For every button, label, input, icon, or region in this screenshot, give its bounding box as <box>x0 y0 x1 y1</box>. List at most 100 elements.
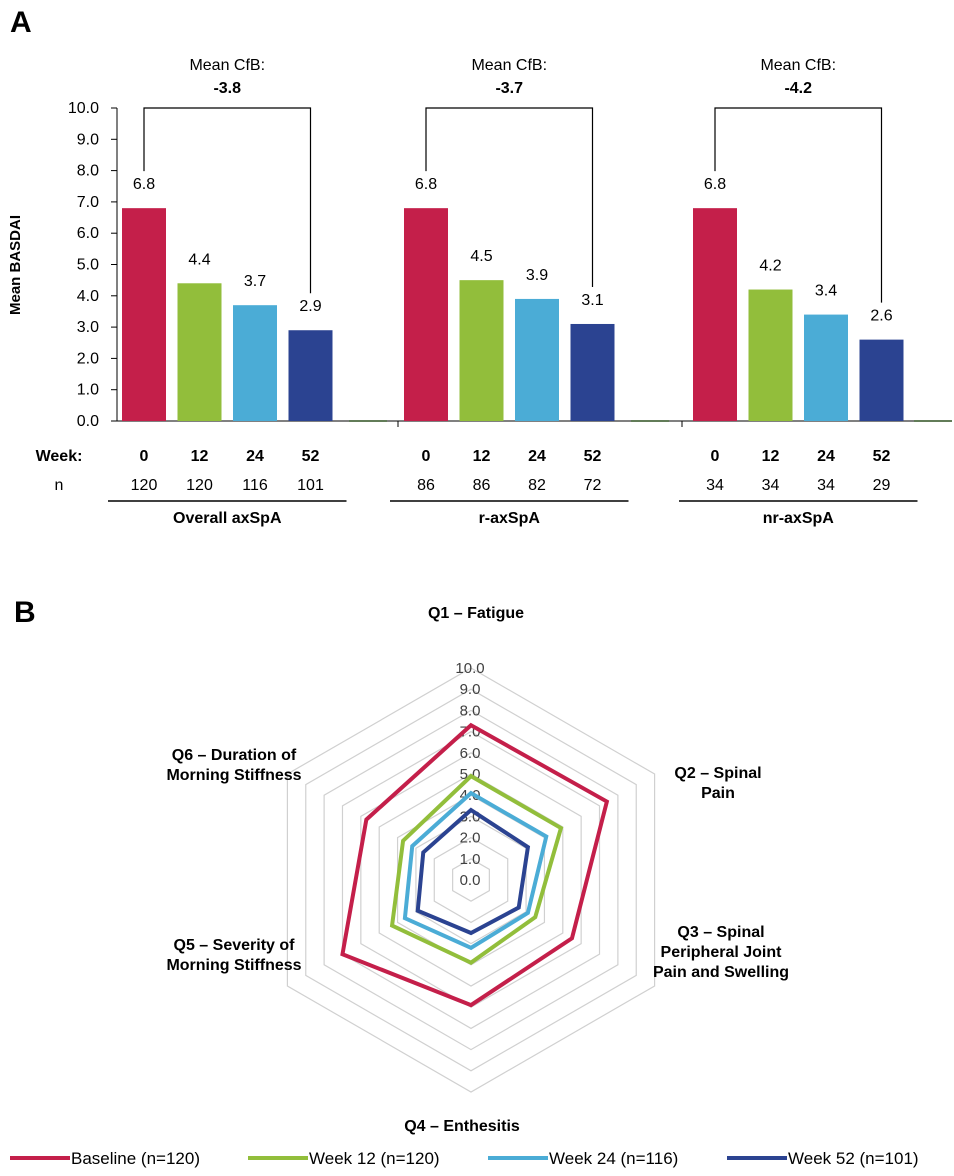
radar-axis-label: Pain <box>701 785 735 802</box>
y-tick-label: 10.0 <box>68 100 99 117</box>
radar-grid-ring <box>323 709 619 1051</box>
week-tick-label: 12 <box>762 448 780 465</box>
bar <box>748 289 793 421</box>
y-tick-label: 8.0 <box>77 163 99 180</box>
week-row-label: Week: <box>36 448 83 465</box>
radar-tick-label: 1.0 <box>460 851 481 868</box>
radar-axis-label: Q2 – Spinal <box>674 765 761 782</box>
week-tick-label: 24 <box>528 448 546 465</box>
radar-axis-label: Q3 – Spinal <box>677 924 764 941</box>
n-count-label: 34 <box>817 477 835 494</box>
cfb-bracket <box>425 107 594 287</box>
bar-value-label: 3.9 <box>526 267 548 284</box>
radar-series-line <box>415 807 531 936</box>
n-count-label: 86 <box>473 477 491 494</box>
week-tick-label: 52 <box>584 448 602 465</box>
group-label: r-axSpA <box>479 510 541 527</box>
bar-value-label: 3.4 <box>815 283 837 300</box>
bar-value-label: 3.7 <box>244 273 266 290</box>
bar-value-label: 3.1 <box>581 292 603 309</box>
panel-b-letter: B <box>14 596 36 629</box>
bar-value-label: 4.5 <box>470 248 492 265</box>
cfb-label: Mean CfB: <box>189 57 265 74</box>
radar-tick-label: 8.0 <box>460 702 481 719</box>
y-tick-label: 5.0 <box>77 257 99 274</box>
radar-series-line <box>340 722 610 1008</box>
cfb-value: -3.7 <box>495 80 523 97</box>
y-tick-label: 0.0 <box>77 413 99 430</box>
week-tick-label: 24 <box>246 448 264 465</box>
week-tick-label: 0 <box>711 448 720 465</box>
week-tick-label: 52 <box>302 448 320 465</box>
radar-tick-label: 2.0 <box>460 830 481 847</box>
bar-chart-basdai: A Mean BASDAI 0.0 1.0 2.0 3.0 4.0 5.0 6.0 7.0 8.0… <box>7 6 952 527</box>
y-axis-label: Mean BASDAI <box>7 215 24 315</box>
week-tick-label: 12 <box>473 448 491 465</box>
legend-label: Week 12 (n=120) <box>309 1149 440 1168</box>
y-tick-label: 3.0 <box>77 319 99 336</box>
bar-value-label: 4.2 <box>759 258 781 275</box>
radar-axis-label: Morning Stiffness <box>166 957 301 974</box>
y-tick-label: 1.0 <box>77 382 99 399</box>
cfb-bracket <box>143 107 312 294</box>
n-count-label: 34 <box>762 477 780 494</box>
n-count-label: 72 <box>584 477 602 494</box>
legend-label: Week 24 (n=116) <box>549 1149 678 1168</box>
radar-axis-label: Q4 – Enthesitis <box>404 1118 520 1135</box>
radar-tick-label: 0.0 <box>460 872 481 889</box>
n-count-label: 101 <box>297 477 324 494</box>
week-tick-label: 12 <box>191 448 209 465</box>
n-count-label: 116 <box>242 477 268 494</box>
bar <box>177 283 222 421</box>
bar <box>288 330 333 421</box>
n-count-label: 120 <box>131 477 158 494</box>
radar-grid-ring <box>286 667 656 1093</box>
y-tick-label: 4.0 <box>77 288 99 305</box>
cfb-bracket <box>714 107 883 303</box>
bar <box>693 208 737 421</box>
radar-tick-label: 9.0 <box>460 681 481 698</box>
bar <box>515 298 559 421</box>
n-count-label: 34 <box>706 477 724 494</box>
radar-grid-ring <box>341 730 601 1030</box>
radar-axis-label: Q6 – Duration of <box>172 747 297 764</box>
bar-value-label: 6.8 <box>704 176 726 193</box>
y-tick-label: 9.0 <box>77 131 99 148</box>
n-count-label: 29 <box>873 477 891 494</box>
bar <box>404 208 448 421</box>
bar-value-label: 4.4 <box>188 251 210 268</box>
y-tick-label: 7.0 <box>77 194 99 211</box>
group-label: Overall axSpA <box>173 510 282 527</box>
cfb-label: Mean CfB: <box>760 57 836 74</box>
week-tick-label: 0 <box>140 448 149 465</box>
bar <box>459 280 504 421</box>
bar <box>804 314 848 421</box>
n-row-label: n <box>55 477 64 494</box>
bar-value-label: 2.6 <box>870 308 892 325</box>
cfb-value: -3.8 <box>213 80 241 97</box>
bar-value-label: 2.9 <box>299 298 321 315</box>
y-tick-label: 2.0 <box>77 350 99 367</box>
radar-grid-ring <box>452 858 490 902</box>
radar-grid-ring <box>433 836 509 924</box>
radar-axis-label: Morning Stiffness <box>166 767 301 784</box>
n-count-label: 86 <box>417 477 435 494</box>
radar-tick-label: 6.0 <box>460 745 481 762</box>
radar-axis-label: Peripheral Joint <box>661 944 783 961</box>
radar-series-line <box>389 773 564 965</box>
radar-axis-label: Q5 – Severity of <box>174 937 296 954</box>
n-count-label: 82 <box>528 477 546 494</box>
cfb-value: -4.2 <box>784 80 812 97</box>
radar-chart-basdai-questions: B 0.01.02.03.04.05.06.07.08.09.010.0Q1 –… <box>10 596 919 1168</box>
radar-tick-label: 10.0 <box>455 660 484 677</box>
panel-a-letter: A <box>10 6 32 39</box>
week-tick-label: 52 <box>873 448 891 465</box>
legend-label: Week 52 (n=101) <box>788 1149 919 1168</box>
week-tick-label: 0 <box>422 448 431 465</box>
week-tick-label: 24 <box>817 448 835 465</box>
radar-axis-label: Pain and Swelling <box>653 964 789 981</box>
radar-axis-label: Q1 – Fatigue <box>428 605 524 622</box>
bar <box>122 208 166 421</box>
bar-value-label: 6.8 <box>415 176 437 193</box>
group-label: nr-axSpA <box>763 510 835 527</box>
